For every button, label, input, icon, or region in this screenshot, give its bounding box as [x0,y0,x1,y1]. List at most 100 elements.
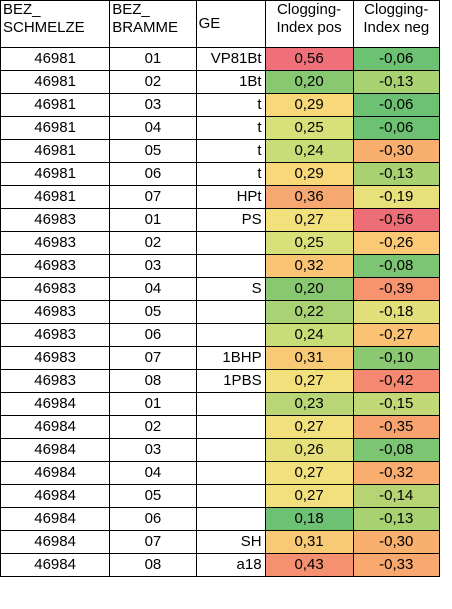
table-row: 46981 07 HPt 0,36 -0,19 [0,185,441,209]
cell-ge: t [195,162,266,186]
cell-schmelze: 46983 [0,277,111,301]
cell-clogging-neg: -0,13 [352,70,441,94]
cell-bramme: 05 [109,484,197,508]
cell-clogging-pos: 0,27 [264,484,354,508]
table-row: 46984 07 SH 0,31 -0,30 [0,530,441,554]
table-row: 46983 07 1BHP 0,31 -0,10 [0,346,441,370]
cell-bramme: 04 [109,116,197,140]
cell-clogging-pos: 0,18 [264,507,354,531]
cell-bramme: 01 [109,392,197,416]
cell-bramme: 03 [109,438,197,462]
cell-clogging-neg: -0,56 [352,208,441,232]
cell-bramme: 04 [109,277,197,301]
cell-clogging-neg: -0,26 [352,231,441,255]
cell-schmelze: 46984 [0,392,111,416]
cell-clogging-neg: -0,27 [352,323,441,347]
table-row: 46983 04 S 0,20 -0,39 [0,277,441,301]
table-row: 46981 02 1Bt 0,20 -0,13 [0,70,441,94]
table-row: 46981 04 t 0,25 -0,06 [0,116,441,140]
cell-ge: t [195,139,266,163]
cell-bramme: 07 [109,346,197,370]
cell-clogging-neg: -0,39 [352,277,441,301]
cell-ge: t [195,116,266,140]
table-row: 46984 08 a18 0,43 -0,33 [0,553,441,577]
table-row: 46981 01 VP81Bt 0,56 -0,06 [0,47,441,71]
clogging-index-table: BEZ_ SCHMELZE BEZ_ BRAMME GE Clogging- Inde… [0,0,441,577]
cell-clogging-pos: 0,31 [264,346,354,370]
cell-clogging-pos: 0,56 [264,47,354,71]
table-row: 46981 05 t 0,24 -0,30 [0,139,441,163]
cell-schmelze: 46981 [0,162,111,186]
cell-ge: 1BHP [195,346,266,370]
cell-bramme: 08 [109,553,197,577]
cell-bramme: 06 [109,507,197,531]
cell-schmelze: 46983 [0,300,111,324]
table-row: 46984 05 0,27 -0,14 [0,484,441,508]
cell-ge [195,415,266,439]
cell-bramme: 05 [109,300,197,324]
cell-bramme: 02 [109,415,197,439]
cell-clogging-neg: -0,13 [352,162,441,186]
cell-clogging-pos: 0,25 [264,231,354,255]
cell-clogging-pos: 0,29 [264,162,354,186]
cell-clogging-neg: -0,10 [352,346,441,370]
cell-schmelze: 46984 [0,530,111,554]
cell-clogging-neg: -0,13 [352,507,441,531]
cell-schmelze: 46983 [0,346,111,370]
cell-bramme: 06 [109,323,197,347]
cell-schmelze: 46981 [0,47,111,71]
cell-clogging-neg: -0,18 [352,300,441,324]
table-row: 46981 06 t 0,29 -0,13 [0,162,441,186]
cell-clogging-pos: 0,43 [264,553,354,577]
cell-ge: SH [195,530,266,554]
cell-clogging-neg: -0,08 [352,254,441,278]
header-row: BEZ_ SCHMELZE BEZ_ BRAMME GE Clogging- Inde… [0,0,441,48]
cell-clogging-neg: -0,06 [352,93,441,117]
cell-clogging-neg: -0,06 [352,116,441,140]
cell-clogging-pos: 0,23 [264,392,354,416]
cell-clogging-pos: 0,27 [264,415,354,439]
cell-ge [195,461,266,485]
cell-bramme: 02 [109,231,197,255]
cell-bramme: 01 [109,208,197,232]
header-schmelze: BEZ_ SCHMELZE [0,0,111,48]
cell-schmelze: 46981 [0,70,111,94]
cell-clogging-pos: 0,27 [264,369,354,393]
table-row: 46984 02 0,27 -0,35 [0,415,441,439]
cell-clogging-neg: -0,14 [352,484,441,508]
cell-clogging-neg: -0,30 [352,139,441,163]
cell-clogging-neg: -0,19 [352,185,441,209]
header-clogging-pos: Clogging- Index pos [264,0,354,48]
cell-bramme: 03 [109,93,197,117]
cell-schmelze: 46984 [0,484,111,508]
header-bramme: BEZ_ BRAMME [109,0,197,48]
cell-bramme: 08 [109,369,197,393]
cell-bramme: 04 [109,461,197,485]
cell-schmelze: 46984 [0,461,111,485]
header-clogging-neg: Clogging- Index neg [352,0,441,48]
cell-ge: 1PBS [195,369,266,393]
cell-schmelze: 46983 [0,369,111,393]
cell-clogging-pos: 0,20 [264,70,354,94]
table-row: 46983 03 0,32 -0,08 [0,254,441,278]
header-ge: GE [195,0,266,48]
table-row: 46983 08 1PBS 0,27 -0,42 [0,369,441,393]
cell-clogging-pos: 0,29 [264,93,354,117]
cell-clogging-neg: -0,32 [352,461,441,485]
cell-schmelze: 46984 [0,438,111,462]
cell-schmelze: 46983 [0,208,111,232]
cell-clogging-pos: 0,27 [264,461,354,485]
cell-ge: PS [195,208,266,232]
cell-clogging-pos: 0,25 [264,116,354,140]
cell-bramme: 05 [109,139,197,163]
cell-ge: S [195,277,266,301]
cell-ge [195,484,266,508]
cell-bramme: 06 [109,162,197,186]
cell-ge [195,300,266,324]
cell-schmelze: 46981 [0,116,111,140]
cell-clogging-neg: -0,08 [352,438,441,462]
cell-clogging-neg: -0,06 [352,47,441,71]
cell-schmelze: 46981 [0,185,111,209]
cell-schmelze: 46983 [0,323,111,347]
cell-schmelze: 46983 [0,231,111,255]
